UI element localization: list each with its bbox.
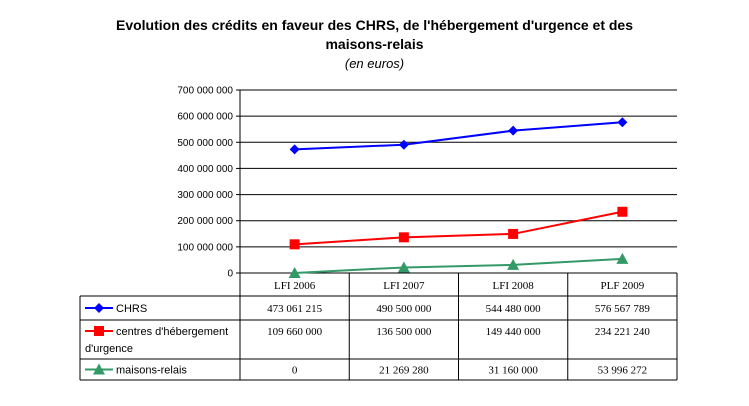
x-category-label: LFI 2006 — [274, 280, 316, 292]
y-tick-label: 500 000 000 — [177, 138, 233, 149]
chart-title: Evolution des crédits en faveur des CHRS… — [0, 16, 749, 54]
series-diamond — [289, 117, 628, 155]
legend-key-marker — [94, 326, 104, 336]
table-value: 21 269 280 — [379, 365, 429, 377]
series-line — [294, 210, 623, 246]
series-square — [289, 206, 628, 250]
data-point — [508, 228, 519, 239]
x-category-label: LFI 2007 — [383, 280, 425, 292]
x-category-label: LFI 2008 — [493, 280, 535, 292]
y-tick-label: 300 000 000 — [177, 190, 233, 201]
y-tick-labels: 0 100 000 000 200 000 000 300 000 000 400 00… — [177, 86, 233, 280]
legend-key-marker — [94, 303, 104, 313]
grid-lines — [240, 89, 677, 248]
table-value: 576 567 789 — [595, 303, 651, 315]
series-layer — [288, 117, 629, 278]
y-tick-label: 100 000 000 — [177, 242, 233, 253]
data-point — [507, 258, 520, 270]
data-point — [288, 267, 301, 278]
table-value: 0 — [292, 365, 298, 377]
data-point — [289, 144, 300, 155]
legend-key-marker — [93, 363, 105, 375]
series-triangle — [288, 252, 629, 278]
chart-title-line-1: Evolution des crédits en faveur des CHRS… — [115, 17, 633, 33]
x-category-label: PLF 2009 — [601, 280, 645, 292]
series-line — [294, 121, 623, 151]
y-tick-label: 600 000 000 — [177, 112, 233, 123]
table-value: 31 160 000 — [488, 365, 538, 377]
series-line — [294, 257, 623, 274]
data-point — [397, 261, 410, 273]
data-point — [398, 232, 409, 243]
y-tick-label: 400 000 000 — [177, 164, 233, 175]
table-value: 149 440 000 — [486, 326, 542, 338]
data-table: LFI 2006 LFI 2007 LFI 2008 PLF 2009 CHRS 473 … — [79, 273, 678, 381]
table-value: 109 660 000 — [267, 326, 323, 338]
table-value: 53 996 272 — [598, 365, 648, 377]
chart-subtitle: (en euros) — [344, 56, 405, 71]
axes — [236, 89, 677, 274]
series-label: CHRS — [116, 303, 147, 315]
data-point — [616, 252, 629, 264]
data-point — [289, 239, 300, 250]
table-value: 544 480 000 — [486, 303, 542, 315]
table-value: 136 500 000 — [376, 326, 432, 338]
data-point — [398, 139, 409, 150]
series-label: maisons-relais — [116, 365, 187, 377]
data-point — [617, 117, 628, 128]
series-label: d'urgence — [85, 343, 133, 355]
table-value: 490 500 000 — [376, 303, 432, 315]
y-tick-label: 700 000 000 — [177, 86, 233, 97]
series-label: centres d'hébergement — [116, 326, 228, 338]
data-point — [508, 125, 519, 136]
table-value: 473 061 215 — [267, 303, 323, 315]
table-value: 234 221 240 — [595, 326, 651, 338]
y-tick-label: 0 — [227, 269, 233, 280]
data-point — [617, 206, 628, 217]
y-tick-label: 200 000 000 — [177, 216, 233, 227]
chart-title-line-2: maisons-relais — [325, 36, 424, 52]
